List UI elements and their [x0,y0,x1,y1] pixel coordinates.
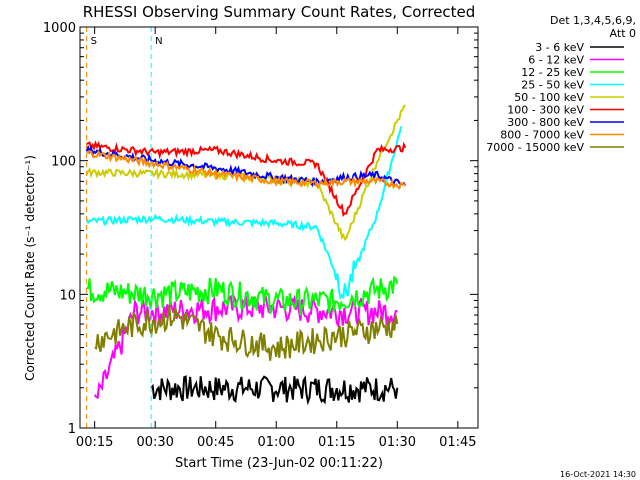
x-tick-label: 00:45 [197,435,234,450]
legend-label-4: 25 - 50 keV [521,79,584,92]
series-layer [85,104,407,406]
x-tick-label: 00:30 [136,435,173,450]
x-tick-label: 01:30 [379,435,416,450]
legend-label-5: 50 - 100 keV [514,91,584,104]
legend-label-3: 12 - 25 keV [521,66,584,79]
plot-frame [79,26,479,429]
series-line-3 [86,275,399,316]
legend-label-1: 3 - 6 keV [535,41,584,54]
legend-label-2: 6 - 12 keV [528,54,584,67]
axes-layer: 00:15 00:30 00:45 01:00 01:15 01:30 01:45 1 10 10… [43,21,479,450]
x-tick-label: 00:15 [76,435,113,450]
timestamp: 16-Oct-2021 14:30 [560,470,636,479]
x-tick-label: 01:45 [439,435,476,450]
chart-title: RHESSI Observing Summary Count Rates, Co… [83,3,476,21]
legend-header-2: Att 0 [610,27,636,40]
x-tick-label: 01:15 [318,435,355,450]
y-axis-label: Corrected Count Rate (s⁻¹ detector⁻¹) [23,155,37,381]
y-tick-label: 1 [68,422,76,437]
marker-label-N: N [155,36,162,47]
y-tick-label: 10 [59,288,76,303]
x-tick-label: 01:00 [258,435,295,450]
legend-label-6: 100 - 300 keV [507,104,584,117]
legend-label-8: 800 - 7000 keV [500,129,584,142]
legend-label-9: 7000 - 15000 keV [486,141,584,154]
series-line-8 [86,149,407,190]
series-line-4 [85,126,403,301]
series-line-6 [86,140,407,217]
series-line-9 [94,305,399,361]
marker-label-S: S [91,36,97,47]
x-axis-label: Start Time (23-Jun-02 00:11:22) [175,456,383,471]
y-tick-label: 100 [51,155,76,170]
y-tick-label: 1000 [43,21,76,36]
legend-label-7: 300 - 800 keV [507,116,584,129]
series-line-1 [150,375,399,406]
legend-header-1: Det 1,3,4,5,6,9, [550,14,636,27]
